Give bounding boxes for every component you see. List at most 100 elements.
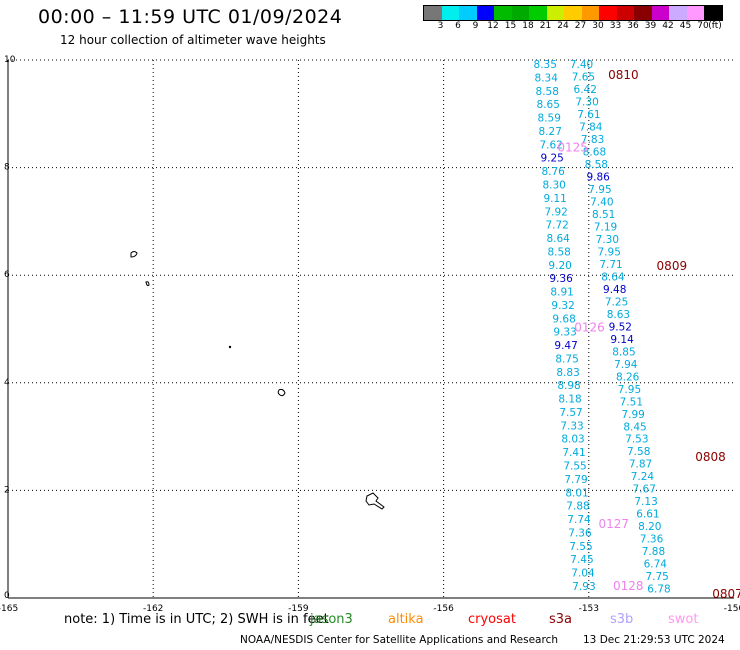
color-scale-label: 21 xyxy=(539,21,552,31)
wave-height-value: 7.30 xyxy=(596,234,619,246)
color-scale-label: 6 xyxy=(455,21,461,31)
wave-height-value: 7.87 xyxy=(629,459,652,471)
wave-height-value: 7.93 xyxy=(572,581,595,593)
wave-height-value: 9.32 xyxy=(551,300,574,312)
wave-height-value: 7.88 xyxy=(642,546,665,558)
wave-height-value: 8.34 xyxy=(535,72,559,84)
wave-height-value: 7.99 xyxy=(621,409,644,421)
island-4 xyxy=(277,388,286,397)
color-scale-label: 3 xyxy=(437,21,444,31)
color-swatch xyxy=(599,6,617,20)
color-scale-label: 45 xyxy=(679,21,692,31)
legend-item-cryosat: cryosat xyxy=(468,612,516,627)
wave-height-value: 8.30 xyxy=(542,179,565,191)
wave-height-value: 7.79 xyxy=(564,474,587,486)
wave-height-value: 7.13 xyxy=(634,496,657,508)
y-tick-label: 8 xyxy=(4,163,10,173)
wave-height-value: 9.14 xyxy=(610,334,634,346)
wave-height-value: 7.67 xyxy=(633,484,656,496)
y-tick-label: 0 xyxy=(4,591,10,601)
wave-height-value: 8.58 xyxy=(536,86,559,98)
color-scale-label: 27 xyxy=(574,21,587,31)
wave-height-value: 7.19 xyxy=(594,221,617,233)
wave-height-value: 7.24 xyxy=(631,471,655,483)
wave-height-value: 7.36 xyxy=(640,534,664,546)
credit-text: NOAA/NESDIS Center for Satellite Applica… xyxy=(240,634,558,646)
wave-height-value: 7.41 xyxy=(562,447,585,459)
wave-height-value: 8.64 xyxy=(546,233,570,245)
wave-height-value: 8.35 xyxy=(534,59,557,71)
color-swatch xyxy=(669,6,687,20)
wave-height-value: 7.92 xyxy=(544,206,567,218)
wave-height-value: 8.27 xyxy=(539,126,562,138)
wave-height-value: 7.61 xyxy=(577,109,600,121)
legend-item-s3b: s3b xyxy=(610,612,634,627)
wave-height-value: 7.40 xyxy=(590,196,613,208)
y-tick-label: 6 xyxy=(4,270,10,280)
wave-height-value: 8.85 xyxy=(612,346,635,358)
color-scale-label: 30 xyxy=(592,21,604,31)
wave-height-value: 7.30 xyxy=(575,97,598,109)
color-scale-label: 9 xyxy=(472,21,479,31)
color-scale-label: 15 xyxy=(504,21,517,31)
wave-height-value: 7.95 xyxy=(618,384,641,396)
wave-height-value: 9.52 xyxy=(609,321,632,333)
x-tick-label: -165 xyxy=(0,604,18,614)
wave-height-value: 7.95 xyxy=(598,246,621,258)
color-scale-label: 18 xyxy=(522,21,534,31)
color-swatch xyxy=(529,6,547,20)
wave-height-value: 8.26 xyxy=(616,371,640,383)
pass-time-label: 0809 xyxy=(657,259,688,273)
color-swatch xyxy=(686,6,704,20)
wave-height-value: 9.47 xyxy=(554,340,577,352)
color-scale-label: (ft) xyxy=(708,21,722,31)
x-tick-label: -150 xyxy=(724,604,740,614)
wave-height-value: 7.94 xyxy=(614,359,638,371)
island-3 xyxy=(228,345,232,349)
wave-height-value: 6.61 xyxy=(636,509,659,521)
color-scale-label: 33 xyxy=(609,21,622,31)
wave-height-value: 9.86 xyxy=(586,171,610,183)
altimeter-track-west: 8.358.348.588.658.598.277.629.258.768.30… xyxy=(534,59,596,593)
altimeter-track-east: 7.407.656.427.307.617.847.838.688.589.86… xyxy=(570,59,671,596)
color-swatch xyxy=(546,6,564,20)
color-scale-label: 36 xyxy=(627,21,639,31)
color-swatch xyxy=(476,6,494,20)
color-scale-bar xyxy=(423,5,723,21)
wave-height-value: 7.58 xyxy=(627,446,650,458)
color-scale-label: 42 xyxy=(662,21,674,31)
lat-lon-grid xyxy=(8,59,734,598)
wave-height-value: 7.65 xyxy=(572,72,595,84)
wave-height-value: 7.45 xyxy=(570,554,593,566)
map-title: 00:00 – 11:59 UTC 01/09/2024 xyxy=(38,6,343,28)
legend-item-swot: swot xyxy=(668,612,699,627)
wave-height-value: 8.20 xyxy=(638,521,661,533)
wave-height-value: 8.58 xyxy=(585,159,608,171)
pass-time-label: 0810 xyxy=(608,68,639,82)
wave-height-value: 8.98 xyxy=(557,380,580,392)
color-scale-label: 39 xyxy=(644,21,657,31)
wave-height-value: 7.25 xyxy=(605,296,628,308)
legend-item-altika: altika xyxy=(388,612,424,627)
x-tick-label: -156 xyxy=(433,604,454,614)
pass-time-label: 0126 xyxy=(574,321,605,335)
color-swatch xyxy=(634,6,652,20)
island-2 xyxy=(145,281,150,287)
pass-time-label: 0128 xyxy=(613,579,644,593)
color-scale-label: 24 xyxy=(557,21,569,31)
wave-height-value: 7.04 xyxy=(571,568,595,580)
wave-height-value: 8.76 xyxy=(541,166,565,178)
wave-height-value: 7.55 xyxy=(569,541,592,553)
island-outlines xyxy=(130,251,385,510)
wave-height-value: 9.36 xyxy=(549,273,573,285)
wave-height-value: 8.63 xyxy=(607,309,630,321)
wave-height-value: 9.48 xyxy=(603,284,626,296)
y-tick-label: 2 xyxy=(4,485,10,495)
wave-height-value: 8.45 xyxy=(623,421,646,433)
wave-height-value: 7.55 xyxy=(563,461,586,473)
color-swatch xyxy=(581,6,599,20)
pass-time-label: 0125 xyxy=(557,140,588,154)
color-swatch xyxy=(651,6,669,20)
wave-height-value: 7.53 xyxy=(625,434,648,446)
